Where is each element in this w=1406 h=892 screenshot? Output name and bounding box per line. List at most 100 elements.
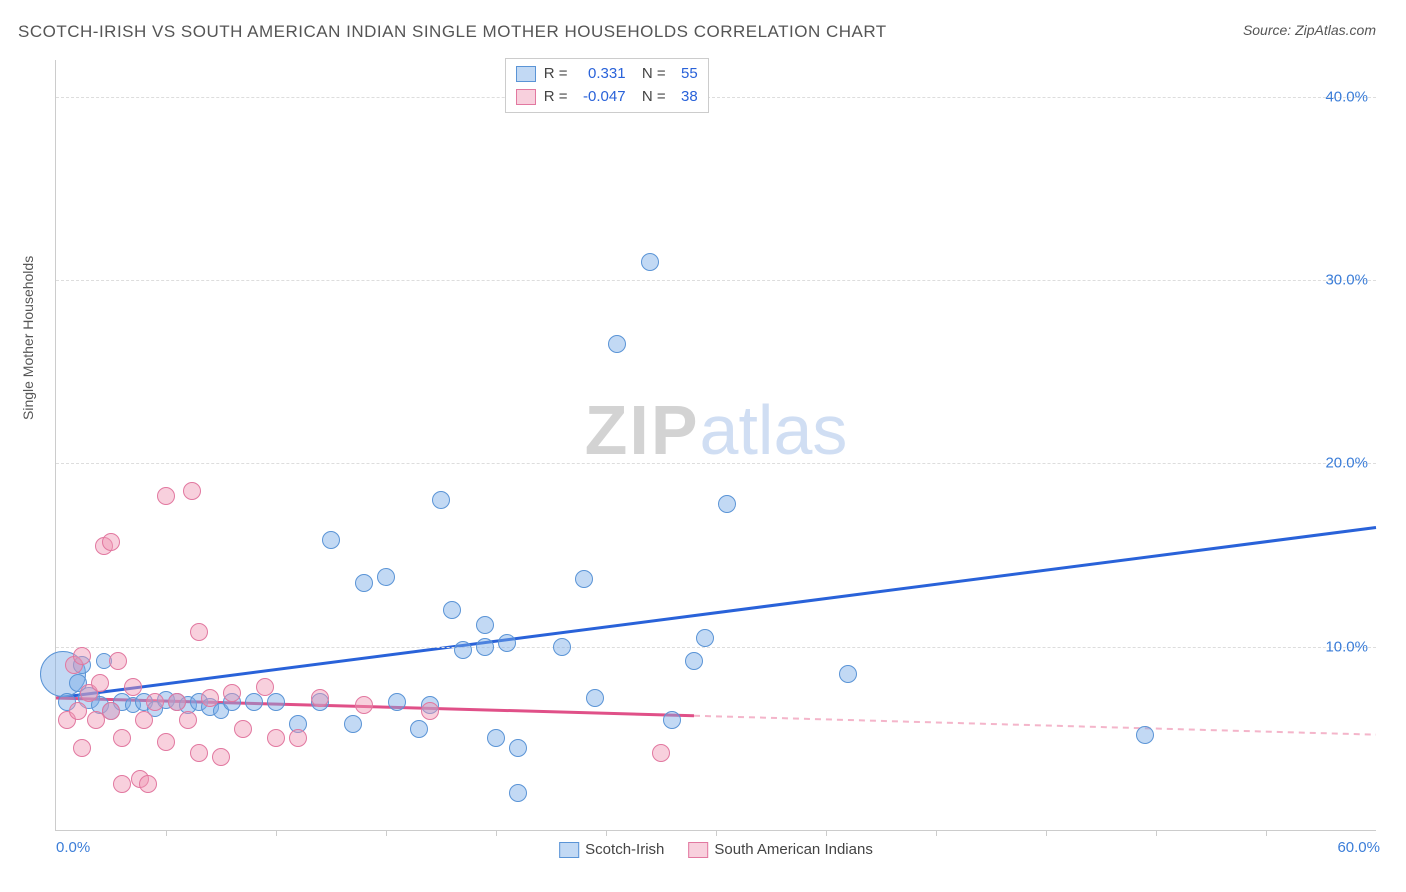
legend-swatch (559, 842, 579, 858)
scatter-point (135, 711, 153, 729)
scatter-point (201, 689, 219, 707)
legend-item: Scotch-Irish (559, 841, 664, 858)
legend-r-value: 0.331 (576, 63, 626, 86)
scatter-point (355, 574, 373, 592)
scatter-point (652, 744, 670, 762)
trend-line-solid (56, 528, 1376, 699)
legend-n-value: 55 (674, 63, 698, 86)
scatter-point (476, 616, 494, 634)
scatter-point (432, 491, 450, 509)
scatter-point (190, 623, 208, 641)
y-tick-label: 10.0% (1325, 638, 1368, 655)
scatter-point (696, 629, 714, 647)
scatter-point (487, 729, 505, 747)
x-tick (936, 830, 937, 836)
source-name: ZipAtlas.com (1295, 22, 1376, 38)
legend-stats-row: R = 0.331 N = 55 (516, 63, 698, 86)
legend-r-label: R = (544, 63, 568, 86)
scatter-point (168, 693, 186, 711)
scatter-point (113, 775, 131, 793)
y-tick-label: 30.0% (1325, 272, 1368, 289)
scatter-point (267, 729, 285, 747)
scatter-point (267, 693, 285, 711)
scatter-point (234, 720, 252, 738)
legend-swatch (688, 842, 708, 858)
scatter-point (109, 652, 127, 670)
gridline (56, 97, 1376, 98)
scatter-point (289, 729, 307, 747)
scatter-point (91, 674, 109, 692)
scatter-point (1136, 726, 1154, 744)
scatter-point (509, 739, 527, 757)
scatter-point (454, 641, 472, 659)
chart-title: SCOTCH-IRISH VS SOUTH AMERICAN INDIAN SI… (18, 22, 887, 42)
x-tick (826, 830, 827, 836)
legend-stats-box: R = 0.331 N = 55 R = -0.047 N = 38 (505, 58, 709, 113)
scatter-point (113, 729, 131, 747)
scatter-point (509, 784, 527, 802)
scatter-point (190, 744, 208, 762)
x-tick (606, 830, 607, 836)
y-tick-label: 20.0% (1325, 455, 1368, 472)
scatter-point (476, 638, 494, 656)
legend-bottom: Scotch-Irish South American Indians (559, 841, 873, 858)
scatter-point (102, 702, 120, 720)
scatter-point (575, 570, 593, 588)
source-prefix: Source: (1243, 22, 1295, 38)
x-tick (276, 830, 277, 836)
gridline (56, 463, 1376, 464)
scatter-point (344, 715, 362, 733)
scatter-point (421, 702, 439, 720)
scatter-point (223, 684, 241, 702)
scatter-point (157, 733, 175, 751)
scatter-point (355, 696, 373, 714)
legend-item: South American Indians (688, 841, 872, 858)
trend-line-dashed (694, 716, 1376, 735)
scatter-point (69, 702, 87, 720)
trend-lines-svg (56, 60, 1376, 830)
x-tick (1266, 830, 1267, 836)
legend-stats-row: R = -0.047 N = 38 (516, 86, 698, 109)
x-tick (496, 830, 497, 836)
scatter-point (311, 689, 329, 707)
scatter-point (256, 678, 274, 696)
scatter-point (685, 652, 703, 670)
scatter-point (586, 689, 604, 707)
scatter-point (73, 647, 91, 665)
scatter-point (498, 634, 516, 652)
source-attribution: Source: ZipAtlas.com (1243, 22, 1376, 38)
scatter-point (839, 665, 857, 683)
legend-series-label: South American Indians (714, 841, 872, 858)
scatter-point (663, 711, 681, 729)
scatter-point (102, 533, 120, 551)
legend-r-label: R = (544, 86, 568, 109)
scatter-point (124, 678, 142, 696)
scatter-point (212, 748, 230, 766)
legend-swatch (516, 89, 536, 105)
scatter-point (718, 495, 736, 513)
x-tick (386, 830, 387, 836)
x-tick (1046, 830, 1047, 836)
plot-area: ZIPatlas 10.0%20.0%30.0%40.0%0.0%60.0%R … (55, 60, 1376, 831)
x-tick (166, 830, 167, 836)
x-tick (1156, 830, 1157, 836)
scatter-point (146, 693, 164, 711)
x-tick (716, 830, 717, 836)
x-min-label: 0.0% (56, 839, 90, 856)
legend-n-value: 38 (674, 86, 698, 109)
scatter-point (553, 638, 571, 656)
scatter-point (388, 693, 406, 711)
legend-n-label: N = (634, 86, 666, 109)
legend-swatch (516, 66, 536, 82)
y-axis-label: Single Mother Households (20, 256, 36, 420)
legend-n-label: N = (634, 63, 666, 86)
scatter-point (443, 601, 461, 619)
scatter-point (179, 711, 197, 729)
gridline (56, 647, 1376, 648)
scatter-point (377, 568, 395, 586)
scatter-point (410, 720, 428, 738)
legend-r-value: -0.047 (576, 86, 626, 109)
scatter-point (322, 531, 340, 549)
scatter-point (183, 482, 201, 500)
legend-series-label: Scotch-Irish (585, 841, 664, 858)
